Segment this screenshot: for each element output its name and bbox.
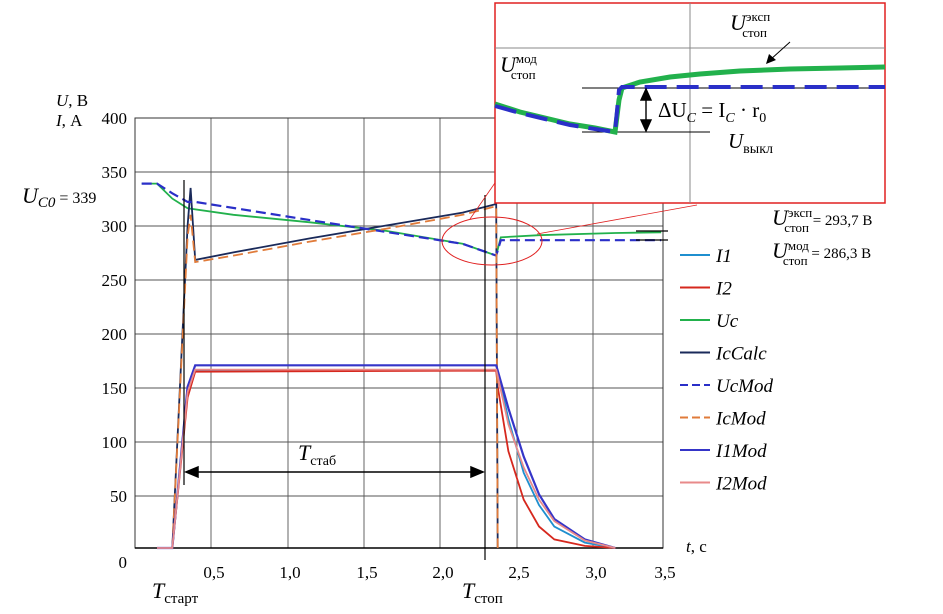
inset: Uэксп стоп Uмод стоп ΔUC = IC · r0 Uвыкл — [494, 2, 886, 204]
y-tick-100: 100 — [102, 433, 128, 452]
series-line-i1mod — [157, 364, 616, 550]
y-tick-150: 150 — [102, 379, 128, 398]
x-tick-1.5: 1,5 — [356, 563, 377, 582]
highlight-ellipse — [441, 216, 543, 266]
t-stab-arrow — [184, 465, 485, 479]
x-tick-0.5: 0,5 — [203, 563, 224, 582]
series-line-i2mod — [157, 368, 616, 549]
legend-label-i2: I2 — [715, 279, 732, 300]
series-line-i1 — [157, 369, 616, 549]
series-line-i2 — [157, 369, 616, 549]
inset-delta-formula: ΔUC = IC · r0 — [658, 98, 766, 126]
x-tick-3.0: 3,0 — [585, 563, 606, 582]
series-line-uc — [141, 182, 662, 257]
y-tick-300: 300 — [102, 217, 128, 236]
ellipse-connector-1 — [469, 179, 498, 220]
exp-pointer — [769, 41, 791, 61]
x-tick-3.5: 3,5 — [654, 563, 675, 582]
x-ticks: 0,5 1,0 1,5 2,0 2,5 3,0 3,5 — [203, 563, 675, 582]
legend-label-i2mod: I2Mod — [715, 474, 767, 495]
inset-ucmod-curve — [494, 85, 885, 135]
ellipse-connector-2 — [536, 204, 698, 235]
legend: I1 I2 Uc IcCalc UcMod IcMod I1Mod I2Mod — [680, 246, 773, 495]
delta-arrow — [639, 87, 653, 133]
t-start-label: Tстарт — [152, 578, 199, 607]
u-exp-stop-annotation: Uэксп стоп = 293,7 В — [772, 205, 872, 235]
x-tick-2.5: 2,5 — [508, 563, 529, 582]
y-tick-50: 50 — [110, 487, 127, 506]
series-line-icmod — [157, 205, 499, 549]
uc0-annotation: UC0 = 339 — [22, 183, 96, 211]
y-tick-350: 350 — [102, 163, 128, 182]
y-axis-label-i: I, А — [55, 111, 83, 130]
t-stab-label: Tстаб — [298, 440, 336, 469]
series-line-ucmod — [141, 182, 662, 258]
t-stop-label: Tстоп — [462, 578, 503, 607]
u-mod-stop-annotation: Uмод стоп = 286,3 В — [772, 238, 871, 268]
legend-label-ucmod: UcMod — [716, 376, 773, 397]
legend-label-i1mod: I1Mod — [715, 441, 767, 462]
x-tick-1.0: 1,0 — [279, 563, 300, 582]
legend-label-i1: I1 — [715, 246, 732, 267]
x-tick-2.0: 2,0 — [432, 563, 453, 582]
legend-label-uc: Uc — [716, 311, 739, 332]
legend-label-icmod: IcMod — [715, 409, 766, 430]
inset-u-mod-label: Uмод стоп — [500, 51, 537, 82]
y-tick-0: 0 — [119, 553, 128, 572]
y-tick-250: 250 — [102, 271, 128, 290]
inset-u-exp-label: Uэксп стоп — [730, 9, 770, 40]
y-ticks: 0 50 100 150 200 250 300 350 400 — [102, 109, 128, 572]
x-axis-label: t, с — [686, 537, 707, 556]
y-axis-label-u: U, В — [56, 91, 88, 110]
legend-label-iccalc: IcCalc — [715, 344, 767, 365]
inset-uoff-label: Uвыкл — [728, 129, 773, 157]
y-tick-400: 400 — [102, 109, 128, 128]
series-layer — [141, 182, 662, 550]
y-tick-200: 200 — [102, 325, 128, 344]
